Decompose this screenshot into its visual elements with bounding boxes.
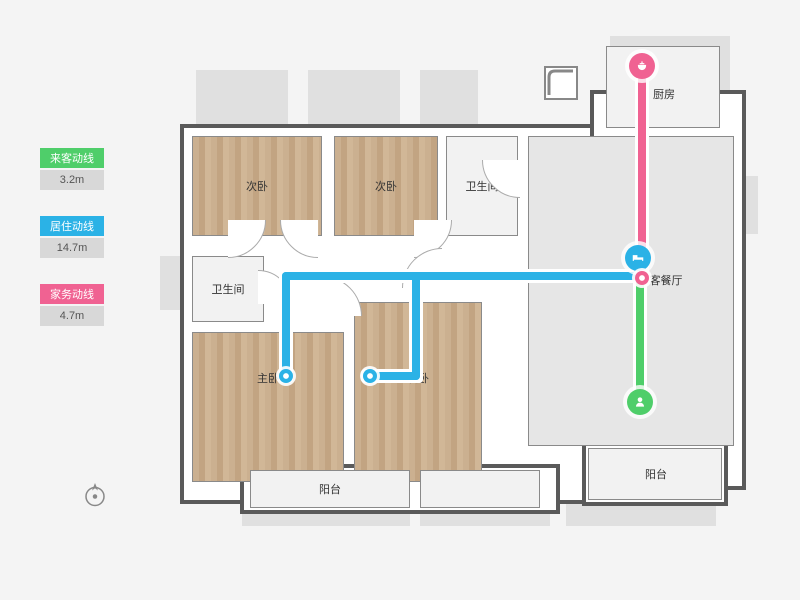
room-room_master (192, 332, 344, 482)
marker-blue2-icon (279, 369, 293, 383)
flow-path (282, 272, 290, 380)
legend-value: 3.2m (40, 170, 104, 190)
marker-green-icon (627, 389, 653, 415)
legend-label: 家务动线 (40, 284, 104, 304)
room-label: 次卧 (375, 178, 397, 194)
room-label: 阳台 (645, 466, 667, 482)
marker-blue-icon (625, 245, 651, 271)
marker-blue3-icon (363, 369, 377, 383)
flow-path (282, 272, 642, 280)
legend-value: 14.7m (40, 238, 104, 258)
room-label: 卫生间 (212, 281, 245, 297)
legend-value: 4.7m (40, 306, 104, 326)
room-label: 主卧 (257, 370, 279, 386)
legend-label: 来客动线 (40, 148, 104, 168)
compass-icon (80, 480, 110, 515)
marker-pink2-icon (635, 271, 649, 285)
legend-label: 居住动线 (40, 216, 104, 236)
legend: 来客动线3.2m 居住动线14.7m 家务动线4.7m (40, 148, 104, 328)
floorplan: 次卧次卧卫生间卫生间主卧次卧客餐厅厨房阳台阳台 (170, 60, 750, 530)
room-label: 阳台 (319, 481, 341, 497)
flow-path (636, 276, 644, 404)
room-label: 厨房 (653, 86, 675, 102)
room-label: 次卧 (246, 178, 268, 194)
marker-pink-icon (629, 53, 655, 79)
window-icon (544, 66, 578, 100)
room-room_balc2 (420, 470, 540, 508)
flow-path (412, 272, 420, 380)
room-label: 客餐厅 (650, 272, 683, 288)
